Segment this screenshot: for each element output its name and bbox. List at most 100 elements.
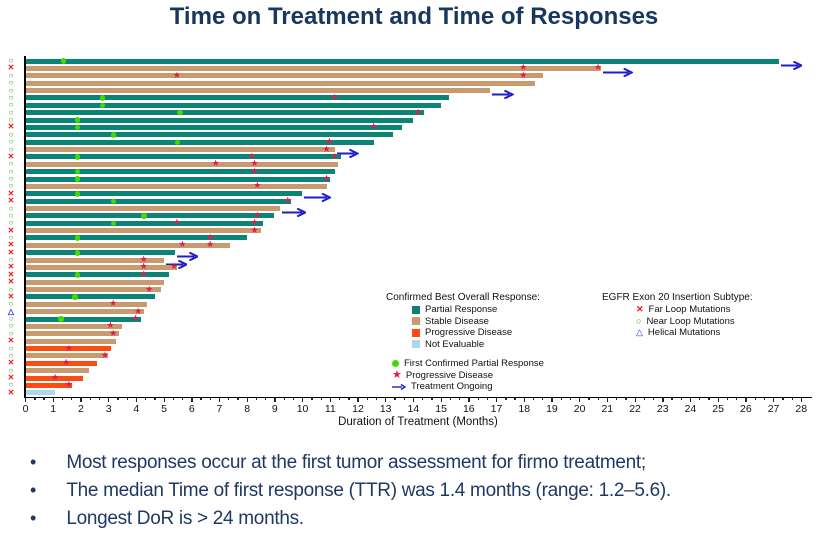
progression-star-icon: ★ bbox=[206, 239, 215, 250]
axis-tick-label: 28 bbox=[795, 403, 808, 415]
treatment-bar bbox=[25, 360, 98, 366]
treatment-bar bbox=[25, 287, 161, 293]
axis-minor-tick bbox=[98, 397, 101, 400]
swimmer-row: ✕ bbox=[0, 337, 828, 345]
treatment-bar bbox=[25, 323, 122, 329]
swimmer-row: ○ ★ bbox=[0, 143, 828, 159]
swimmer-row: ○ bbox=[0, 100, 828, 110]
swimmer-row: ○ ★ bbox=[0, 137, 828, 146]
axis-minor-tick bbox=[653, 397, 655, 400]
treatment-bar bbox=[25, 117, 413, 123]
swimmer-row: ✕ bbox=[0, 292, 828, 300]
progression-star-icon: ★ bbox=[369, 121, 378, 132]
ongoing-arrow-icon bbox=[281, 204, 308, 222]
treatment-bar bbox=[25, 139, 375, 145]
axis-minor-tick bbox=[671, 397, 673, 400]
first-response-dot bbox=[58, 316, 64, 322]
subtype-near-icon: ○ bbox=[8, 328, 14, 338]
axis-minor-tick bbox=[505, 397, 507, 400]
treatment-bar bbox=[25, 264, 178, 270]
subtype-far-icon: ✕ bbox=[7, 247, 15, 257]
progression-star-icon: ★ bbox=[330, 150, 339, 161]
x-axis-line bbox=[24, 396, 812, 399]
ongoing-arrow-icon bbox=[780, 57, 804, 75]
legend-label: Partial Response bbox=[425, 304, 498, 316]
swimmer-row: ✕ ★ ★ bbox=[0, 150, 828, 161]
swimmer-row: ○ ★ bbox=[0, 181, 828, 190]
progression-star-icon: ★ bbox=[106, 320, 115, 331]
axis-minor-tick bbox=[34, 397, 36, 400]
progression-star-icon: ★ bbox=[50, 372, 60, 382]
axis-tick bbox=[551, 397, 553, 402]
helical-triangle-icon: △ bbox=[636, 327, 643, 338]
progression-star-icon: ★ bbox=[322, 143, 331, 154]
treatment-bar bbox=[25, 191, 303, 197]
axis-tick bbox=[135, 397, 138, 402]
ongoing-arrow-icon bbox=[392, 383, 407, 391]
axis-minor-tick bbox=[255, 397, 258, 400]
first-response-dot bbox=[110, 132, 117, 138]
progression-star-icon: ★ bbox=[330, 91, 339, 102]
subtype-far-icon: ✕ bbox=[7, 151, 15, 161]
subtype-near-icon: ○ bbox=[8, 210, 14, 220]
treatment-bar bbox=[25, 65, 602, 71]
swimmer-row: ○ bbox=[0, 79, 828, 87]
first-response-dot bbox=[74, 124, 81, 131]
subtype-near-icon: ○ bbox=[8, 314, 14, 324]
treatment-bar bbox=[25, 80, 535, 86]
axis-minor-tick bbox=[708, 397, 710, 400]
axis-tick bbox=[689, 397, 692, 402]
progression-star-icon: ★ bbox=[145, 283, 154, 294]
axis-minor-tick bbox=[736, 397, 738, 400]
bullet-row: • The median Time of first response (TTR… bbox=[30, 479, 671, 502]
ongoing-arrow-icon bbox=[492, 86, 516, 104]
treatment-bar bbox=[25, 176, 330, 182]
axis-minor-tick bbox=[394, 397, 396, 400]
bullet-text: Longest DoR is > 24 months. bbox=[66, 508, 304, 529]
subtype-near-icon: ○ bbox=[8, 350, 14, 360]
treatment-bar bbox=[25, 213, 275, 219]
treatment-bar bbox=[25, 220, 264, 226]
swimmer-row: ○ ★ ★ bbox=[0, 159, 828, 168]
axis-minor-tick bbox=[61, 397, 64, 400]
axis-tick-label: 0 bbox=[22, 403, 29, 415]
axis-minor-tick bbox=[477, 397, 479, 400]
swimmer-row: ○ ★ bbox=[0, 107, 828, 116]
subtype-near-icon: ○ bbox=[8, 129, 14, 139]
axis-tick-label: 6 bbox=[188, 403, 195, 415]
subtype-near-icon: ○ bbox=[8, 100, 14, 110]
axis-tick-label: 24 bbox=[684, 403, 697, 415]
bullet-row: • Most responses occur at the first tumo… bbox=[30, 451, 646, 474]
treatment-bar bbox=[25, 294, 156, 300]
treatment-bar bbox=[25, 257, 164, 263]
bullet-text: The median Time of first response (TTR) … bbox=[66, 480, 671, 501]
subtype-near-icon: ○ bbox=[8, 365, 14, 375]
axis-tick bbox=[800, 397, 803, 402]
axis-tick-label: 23 bbox=[656, 403, 669, 415]
first-response-dot bbox=[74, 191, 81, 197]
treatment-bar bbox=[25, 331, 120, 337]
first-response-dot bbox=[99, 102, 106, 109]
progression-star-icon: ★ bbox=[322, 173, 331, 184]
first-response-dot bbox=[110, 198, 117, 204]
treatment-bar bbox=[25, 272, 170, 278]
axis-tick-label: 19 bbox=[546, 403, 558, 415]
axis-minor-tick bbox=[172, 397, 175, 400]
legend-subtype-title: EGFR Exon 20 Insertion Subtype: bbox=[602, 292, 753, 303]
axis-tick bbox=[440, 397, 442, 402]
swimmer-row: ✕ ★ bbox=[0, 372, 828, 382]
legend-item-not-evaluable: Not Evaluable bbox=[412, 339, 544, 351]
swimmer-row: ○ bbox=[0, 86, 828, 100]
swimmer-row: ○ ★ bbox=[0, 232, 828, 241]
subtype-near-icon: ○ bbox=[8, 343, 14, 353]
swimmer-row: ○ ★ bbox=[0, 328, 828, 338]
axis-tick bbox=[579, 397, 581, 402]
swimmer-row: ○ ★ bbox=[0, 350, 828, 360]
progression-star-icon: ★ bbox=[131, 313, 140, 324]
ongoing-arrow-icon bbox=[165, 256, 189, 274]
first-response-dot bbox=[141, 213, 147, 219]
progression-star-icon: ★ bbox=[139, 254, 148, 265]
axis-minor-tick bbox=[532, 397, 535, 400]
swimmer-row: ✕ ★ bbox=[0, 269, 828, 278]
progression-star-icon: ★ bbox=[519, 62, 528, 73]
